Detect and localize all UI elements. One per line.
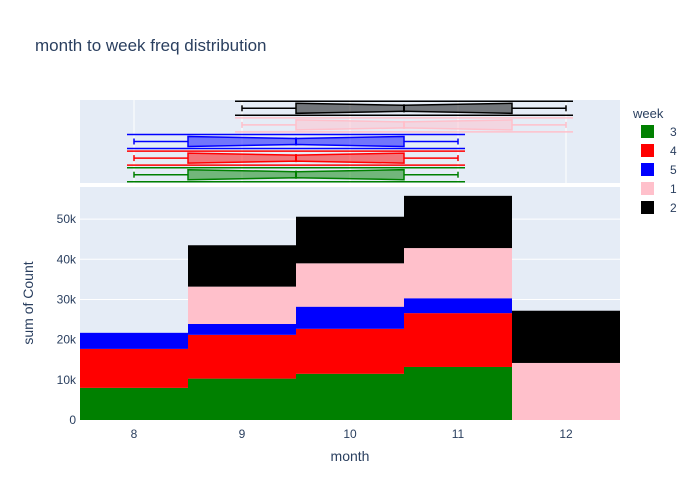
chart-title: month to week freq distribution: [35, 36, 267, 55]
legend-title: week: [632, 106, 664, 121]
legend-item-week-5[interactable]: 5: [641, 163, 677, 177]
bar-segment-week-2: [296, 216, 404, 264]
y-axis-ticks: 0 10k 20k 30k 40k 50k: [57, 212, 77, 427]
bar-segment-week-4: [188, 334, 296, 379]
y-tick-label: 10k: [57, 373, 77, 387]
bar-segment-week-4: [80, 348, 188, 388]
bar-segment-week-5: [188, 323, 296, 335]
bar-segment-week-3: [296, 373, 404, 420]
legend-swatch: [641, 125, 654, 138]
y-tick-label: 30k: [57, 292, 77, 306]
bar-segment-week-1: [188, 286, 296, 324]
bar-segment-week-1: [296, 263, 404, 307]
y-tick-label: 0: [69, 413, 76, 427]
box-plot-week-3: [127, 166, 465, 183]
x-tick-label: 9: [239, 427, 246, 441]
box-plot-week-5: [127, 133, 465, 150]
legend-label: 2: [670, 201, 677, 215]
bar-segment-week-4: [296, 328, 404, 374]
legend-label: 4: [670, 144, 677, 158]
y-tick-label: 50k: [57, 212, 77, 226]
bar-stack: [80, 195, 620, 420]
legend-swatch: [641, 201, 654, 214]
bar-segment-week-3: [80, 387, 188, 420]
legend: week 3 4 5 1 2: [632, 106, 677, 215]
bar-segment-week-4: [404, 313, 512, 367]
x-tick-label: 12: [559, 427, 573, 441]
bar-segment-week-5: [296, 306, 404, 329]
x-axis-title: month: [331, 448, 370, 464]
legend-item-week-2[interactable]: 2: [641, 201, 677, 215]
bar-segment-week-2: [188, 245, 296, 287]
bar-segment-week-5: [80, 332, 188, 349]
legend-label: 3: [670, 125, 677, 139]
legend-item-week-1[interactable]: 1: [641, 182, 677, 196]
y-tick-label: 40k: [57, 252, 77, 266]
y-tick-label: 20k: [57, 333, 77, 347]
bar-segment-week-2: [404, 195, 512, 249]
x-tick-label: 11: [452, 427, 465, 441]
legend-label: 5: [670, 163, 677, 177]
bar-segment-week-2: [512, 310, 620, 363]
legend-swatch: [641, 163, 654, 176]
bar-segment-week-5: [404, 298, 512, 314]
box-plot-week-2: [235, 100, 573, 117]
box-plot-week-1: [235, 117, 573, 133]
x-tick-label: 8: [131, 427, 138, 441]
legend-item-week-4[interactable]: 4: [641, 144, 677, 158]
bar-segment-week-3: [188, 378, 296, 420]
x-tick-label: 10: [343, 427, 357, 441]
box-plot-week-4: [127, 150, 465, 166]
legend-label: 1: [670, 182, 677, 196]
bar-segment-week-1: [404, 248, 512, 299]
legend-swatch: [641, 144, 654, 157]
x-axis-ticks: 8 9 10 11 12: [131, 427, 573, 441]
bar-segment-week-3: [404, 366, 512, 420]
legend-item-week-3[interactable]: 3: [641, 125, 677, 139]
bar-segment-week-1: [512, 362, 620, 420]
marginal-box-plots: [127, 100, 573, 183]
y-axis-title: sum of Count: [20, 261, 36, 344]
legend-swatch: [641, 182, 654, 195]
